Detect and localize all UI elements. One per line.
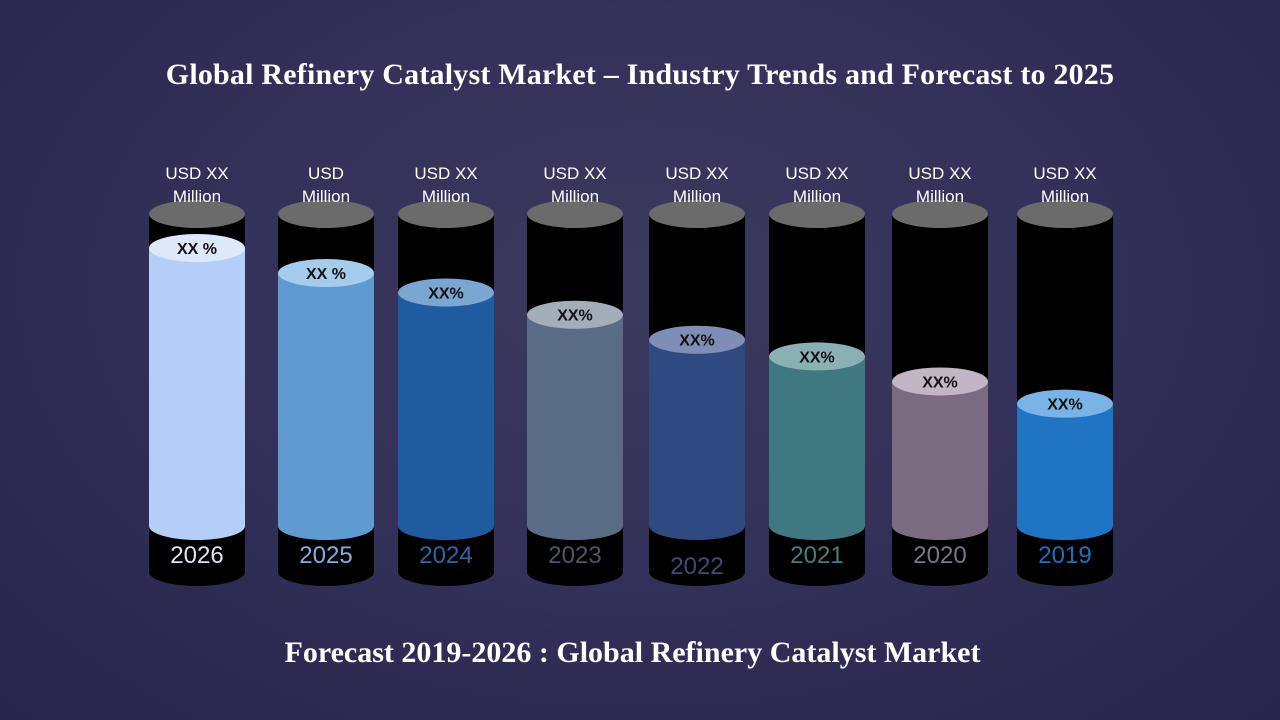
tube-rim: [398, 200, 494, 228]
bar-fill-bottom: [769, 512, 865, 540]
year-label-2020: 2020: [913, 542, 966, 569]
percent-label: XX %: [306, 266, 346, 283]
bar-fill-cap: [527, 300, 623, 329]
bar-fill: [527, 314, 623, 526]
bar-fill-bottom: [149, 512, 245, 540]
bar-fill-bottom: [649, 512, 745, 540]
tube-bottom: [398, 558, 494, 586]
cylinder-bar-2024: XX% USD XX Million 2024: [398, 164, 494, 586]
bar-fill-cap: [398, 278, 494, 307]
bar-fill-cap: [1017, 389, 1113, 418]
cylinder-bar-2021: XX% USD XX Million 2021: [769, 164, 865, 586]
chart-footer: Forecast 2019-2026 : Global Refinery Cat…: [284, 636, 981, 669]
value-label-line2: Million: [673, 187, 721, 206]
chart-title: Global Refinery Catalyst Market – Indust…: [165, 58, 1115, 91]
year-label-2023: 2023: [548, 542, 601, 569]
percent-label: XX%: [557, 308, 593, 325]
bar-fill-cap: [769, 342, 865, 371]
tube-rim: [769, 200, 865, 228]
bar-fill-bottom: [527, 512, 623, 540]
percent-label: XX%: [799, 349, 835, 366]
percent-label: XX%: [428, 285, 464, 302]
value-label-line1: USD XX: [1033, 164, 1096, 183]
year-label-2026: 2026: [170, 542, 223, 569]
tube-bottom: [149, 558, 245, 586]
bar-fill-cap: [892, 367, 988, 396]
tube-rim: [527, 200, 623, 228]
cylinder-bar-2019: XX% USD XX Million 2019: [1017, 164, 1113, 586]
value-label-line1: USD XX: [543, 164, 606, 183]
bar-fill-cap: [649, 325, 745, 354]
value-label-line2: Million: [422, 187, 470, 206]
bar-fill: [278, 273, 374, 526]
bar-fill-cap: [149, 234, 245, 262]
value-label-line2: Million: [793, 187, 841, 206]
cylinder-bar-2022: XX% USD XX Million 2022: [649, 164, 745, 586]
bar-fill: [149, 248, 245, 526]
year-label-2024: 2024: [419, 542, 472, 569]
value-label-line2: Million: [1041, 187, 1089, 206]
value-label-line1: USD XX: [908, 164, 971, 183]
tube-bottom: [769, 558, 865, 586]
value-label-line2: Million: [551, 187, 599, 206]
tube-bottom: [527, 558, 623, 586]
tube-rim: [1017, 200, 1113, 228]
cylinder-bar-2025: XX % USD Million 2025: [278, 164, 374, 586]
value-label-line2: Million: [173, 187, 221, 206]
tube-rim: [649, 200, 745, 228]
tube-bottom: [649, 558, 745, 586]
bar-fill: [649, 339, 745, 526]
percent-label: XX %: [177, 241, 217, 258]
bar-fill-cap: [278, 259, 374, 288]
year-label-2025: 2025: [299, 542, 352, 569]
bar-fill-bottom: [1017, 512, 1113, 540]
bar-fill-bottom: [398, 512, 494, 540]
year-label-2019: 2019: [1038, 542, 1091, 569]
bar-fill-bottom: [278, 512, 374, 540]
value-label-line1: USD: [308, 164, 344, 183]
value-label-line1: USD XX: [165, 164, 228, 183]
bar-fill: [1017, 403, 1113, 526]
tube-rim: [149, 200, 245, 228]
tube-rim: [892, 200, 988, 228]
percent-label: XX%: [1047, 397, 1083, 414]
tube-bottom: [1017, 558, 1113, 586]
value-label-line2: Million: [302, 187, 350, 206]
percent-label: XX%: [679, 333, 715, 350]
cylinder-bar-2020: XX% USD XX Million 2020: [892, 164, 988, 586]
tube-bottom: [892, 558, 988, 586]
bar-fill: [769, 356, 865, 526]
value-label-line1: USD XX: [785, 164, 848, 183]
value-label-line1: USD XX: [414, 164, 477, 183]
year-label-2022: 2022: [670, 553, 723, 580]
percent-label: XX%: [922, 374, 958, 391]
tube-bottom: [278, 558, 374, 586]
bar-fill: [398, 292, 494, 526]
bar-fill-bottom: [892, 512, 988, 540]
value-label-line1: USD XX: [665, 164, 728, 183]
value-label-line2: Million: [916, 187, 964, 206]
cylinder-bar-2026: XX % USD XX Million 2026: [149, 164, 245, 586]
year-label-2021: 2021: [790, 542, 843, 569]
cylinder-bar-2023: XX% USD XX Million 2023: [527, 164, 623, 586]
bar-fill: [892, 381, 988, 526]
tube-rim: [278, 200, 374, 228]
